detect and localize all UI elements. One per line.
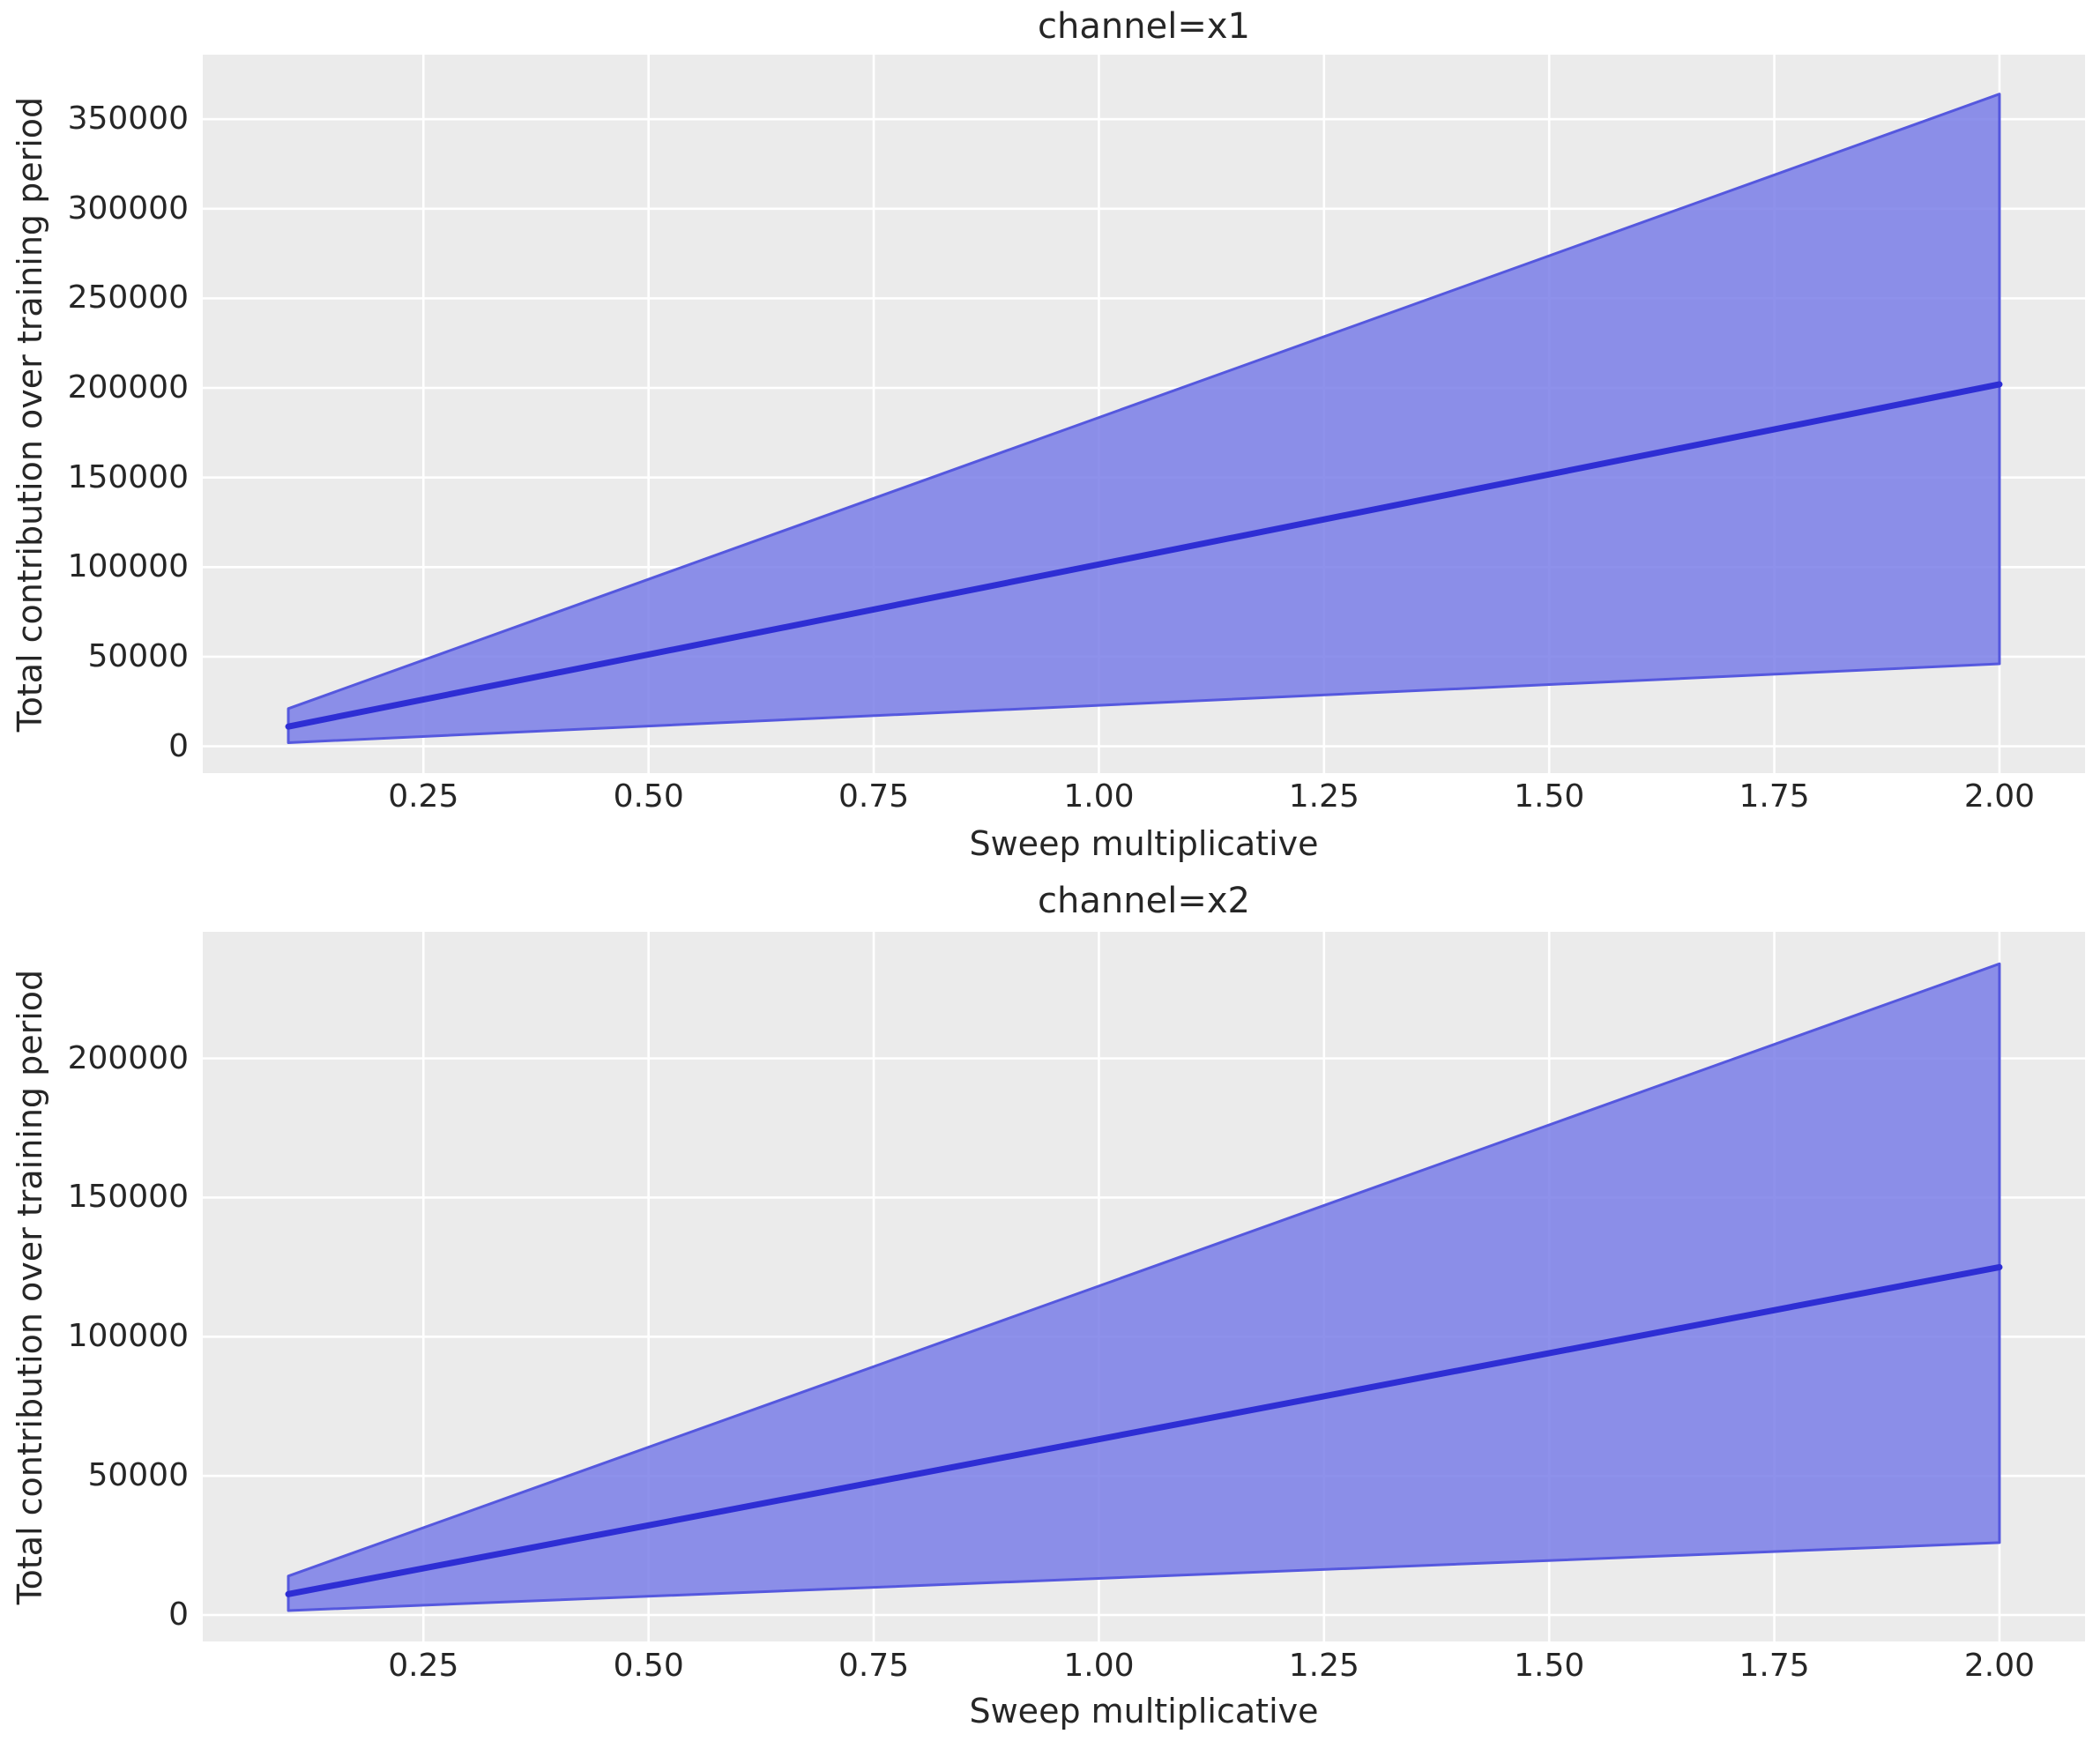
- x-tick-label: 1.75: [1739, 1648, 1810, 1684]
- x-tick-label: 1.25: [1288, 778, 1359, 815]
- mean-line: [285, 1263, 2003, 1597]
- y-tick-label: 50000: [87, 637, 189, 674]
- x-tick-label: 0.50: [613, 778, 684, 815]
- x-tick-label: 0.75: [838, 1648, 910, 1684]
- x-tick-label: 1.25: [1288, 1648, 1359, 1684]
- x-tick-label: 1.00: [1063, 1648, 1135, 1684]
- x-tick-label: 1.50: [1514, 1648, 1585, 1684]
- y-tick-label: 150000: [67, 1179, 189, 1216]
- y-tick-label: 100000: [67, 548, 189, 585]
- x-tick-label: 1.50: [1514, 778, 1585, 815]
- y-tick-label: 150000: [67, 458, 189, 495]
- y-tick-label: 0: [168, 1596, 189, 1633]
- y-tick-label: 200000: [67, 369, 189, 406]
- x-tick-label: 0.25: [388, 778, 459, 815]
- y-tick-label: 100000: [67, 1318, 189, 1355]
- x-tick-label: 1.75: [1739, 778, 1810, 815]
- chart2-plot-area: [203, 932, 2085, 1641]
- y-tick-label: 300000: [67, 190, 189, 227]
- x-tick-label: 1.00: [1063, 778, 1135, 815]
- chart2-title: channel=x2: [1038, 881, 1250, 921]
- x-tick-label: 2.00: [1963, 1648, 2036, 1684]
- x-tick-label: 0.25: [388, 1648, 459, 1684]
- mean-line: [285, 381, 2003, 730]
- chart1-title: channel=x1: [1038, 6, 1250, 47]
- x-tick-label: 0.75: [838, 778, 910, 815]
- y-tick-label: 50000: [87, 1457, 189, 1494]
- y-tick-label: 0: [168, 727, 189, 764]
- y-tick-label: 200000: [67, 1039, 189, 1076]
- chart1-y-axis-label: Total contribution over training period: [11, 96, 49, 732]
- y-tick-label: 350000: [67, 100, 189, 138]
- x-tick-label: 0.50: [613, 1648, 684, 1684]
- confidence-band: [287, 93, 2001, 744]
- confidence-band: [287, 962, 2001, 1612]
- x-tick-label: 2.00: [1963, 778, 2036, 815]
- y-tick-label: 250000: [67, 279, 189, 316]
- chart1-x-axis-label: Sweep multiplicative: [969, 824, 1319, 863]
- chart1-plot-area: [203, 55, 2085, 773]
- chart2-x-axis-label: Sweep multiplicative: [969, 1692, 1319, 1730]
